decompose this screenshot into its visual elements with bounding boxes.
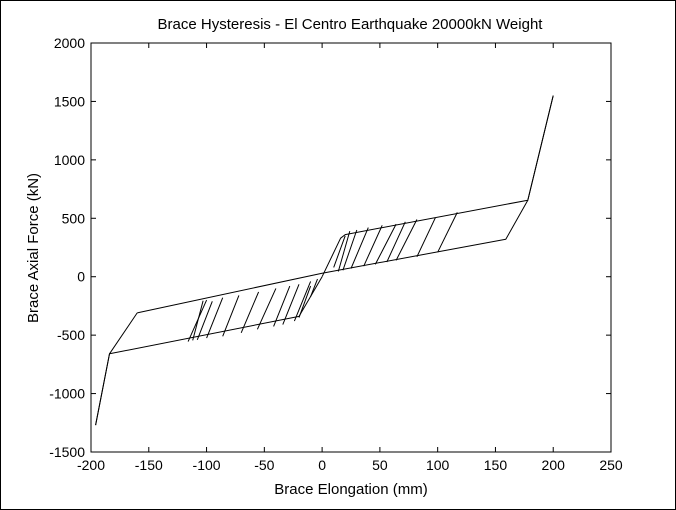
- y-tick-label: -1500: [49, 444, 85, 460]
- y-tick-label: 1000: [54, 152, 85, 168]
- y-tick-label: 500: [62, 210, 86, 226]
- hysteresis-series-19: [256, 288, 277, 330]
- hysteresis-series-23: [310, 278, 318, 297]
- x-tick-label: -150: [135, 457, 163, 473]
- x-tick-label: 0: [318, 457, 326, 473]
- hysteresis-series-10: [350, 227, 369, 269]
- x-axis-label: Brace Elongation (mm): [274, 481, 427, 498]
- hysteresis-series-6: [395, 219, 418, 261]
- y-tick-label: 2000: [54, 35, 85, 51]
- hysteresis-series-15: [196, 301, 213, 340]
- hysteresis-series-5: [416, 217, 436, 258]
- hysteresis-series-21: [282, 284, 300, 325]
- hysteresis-series-20: [273, 285, 291, 327]
- axis-ticks: -200 -150 -100 -50 0 50 100 150 200 250-1500-1000…: [49, 35, 623, 473]
- hysteresis-series-18: [240, 291, 260, 333]
- hysteresis-series-4: [437, 212, 458, 253]
- x-tick-label: -100: [193, 457, 221, 473]
- hysteresis-series-14: [192, 300, 204, 341]
- hysteresis-series-12: [337, 230, 351, 272]
- chart-title: Brace Hysteresis - El Centro Earthquake …: [158, 16, 544, 33]
- hysteresis-series-24: [333, 235, 346, 268]
- y-tick-label: 0: [77, 269, 85, 285]
- hysteresis-series-22: [293, 281, 312, 322]
- y-axis-label: Brace Axial Force (kN): [25, 173, 42, 323]
- x-tick-label: 100: [426, 457, 450, 473]
- y-tick-label: -500: [57, 327, 85, 343]
- hysteresis-series-7: [386, 221, 406, 263]
- hysteresis-series-9: [363, 225, 383, 267]
- hysteresis-series-17: [222, 295, 240, 337]
- x-tick-label: -200: [77, 457, 105, 473]
- x-tick-label: -50: [254, 457, 274, 473]
- x-tick-label: 50: [372, 457, 388, 473]
- hysteresis-series-1: [137, 95, 554, 314]
- hysteresis-series-8: [374, 223, 397, 265]
- x-tick-label: 200: [542, 457, 566, 473]
- y-tick-label: -1000: [49, 386, 85, 402]
- x-tick-label: 150: [484, 457, 508, 473]
- hysteresis-series-25: [298, 285, 312, 318]
- y-tick-label: 1500: [54, 93, 85, 109]
- x-tick-label: 250: [599, 457, 623, 473]
- hysteresis-series-16: [206, 297, 224, 339]
- hysteresis-curves: [95, 95, 554, 426]
- hysteresis-series-11: [342, 229, 358, 271]
